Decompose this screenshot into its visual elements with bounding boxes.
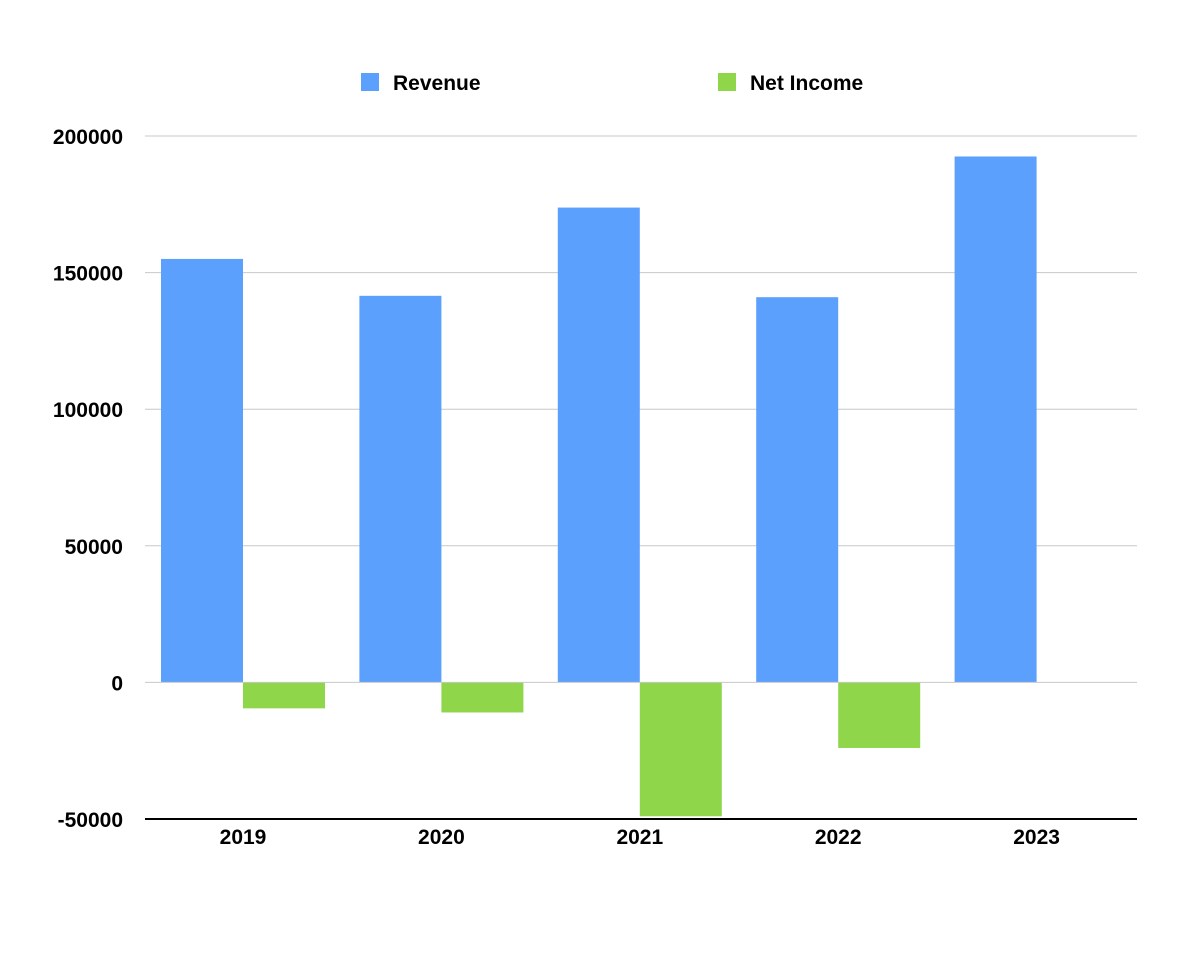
legend-label-revenue: Revenue <box>393 72 481 95</box>
revenue-bar <box>161 258 243 683</box>
revenue-bar <box>954 156 1037 683</box>
x-axis-ticks: 2019 2020 2021 2022 2023 <box>220 826 1060 849</box>
revenue-bar <box>359 295 442 683</box>
x-tick-label: 2021 <box>616 826 663 849</box>
legend: Revenue Net Income <box>361 72 863 95</box>
y-tick-label: 150000 <box>53 263 123 286</box>
y-tick-label: 200000 <box>53 126 123 149</box>
y-tick-label: 100000 <box>53 399 123 422</box>
legend-swatch-revenue <box>361 73 379 91</box>
y-tick-label: 0 <box>111 672 123 695</box>
x-tick-label: 2019 <box>220 826 267 849</box>
x-tick-label: 2020 <box>418 826 465 849</box>
x-tick-label: 2022 <box>815 826 862 849</box>
net-income-bar <box>838 682 921 748</box>
net-income-bar <box>243 682 325 709</box>
net-income-bar <box>441 682 524 713</box>
net-income-bar <box>639 682 722 817</box>
y-tick-label: 50000 <box>65 536 123 559</box>
legend-swatch-net-income <box>718 73 736 91</box>
revenue-bar <box>557 207 640 683</box>
x-tick-label: 2023 <box>1013 826 1060 849</box>
legend-label-net-income: Net Income <box>750 72 863 95</box>
bars <box>161 156 1037 817</box>
y-tick-label: -50000 <box>58 809 123 832</box>
y-axis-ticks: 200000 150000 100000 50000 0 -50000 <box>53 126 123 832</box>
revenue-bar <box>756 297 839 683</box>
